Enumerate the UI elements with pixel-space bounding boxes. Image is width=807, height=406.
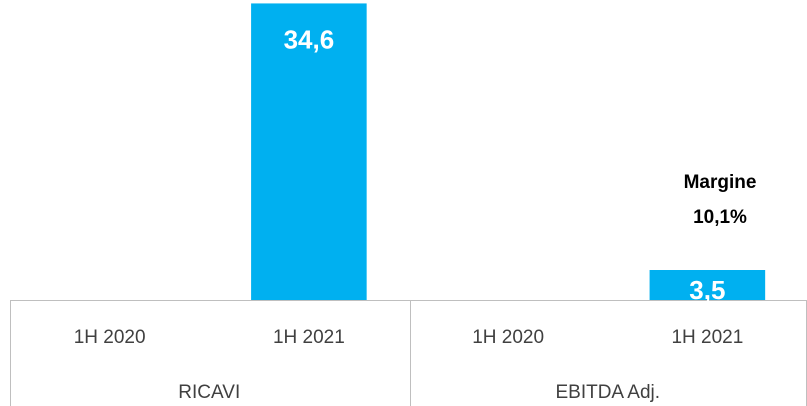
- value-label: 3,5: [689, 275, 725, 305]
- annotation: 10,1%: [693, 207, 747, 228]
- value-label: 34,6: [284, 24, 335, 54]
- group-label: EBITDA Adj.: [555, 382, 660, 403]
- x-tick-label: 1H 2020: [472, 327, 544, 348]
- annotation: Margine: [684, 172, 757, 193]
- bar: [649, 270, 766, 300]
- group-label: RICAVI: [178, 382, 240, 403]
- x-tick-label: 1H 2021: [273, 327, 345, 348]
- bar: [251, 3, 367, 301]
- x-tick-label: 1H 2020: [74, 327, 146, 348]
- x-tick-label: 1H 2021: [671, 327, 743, 348]
